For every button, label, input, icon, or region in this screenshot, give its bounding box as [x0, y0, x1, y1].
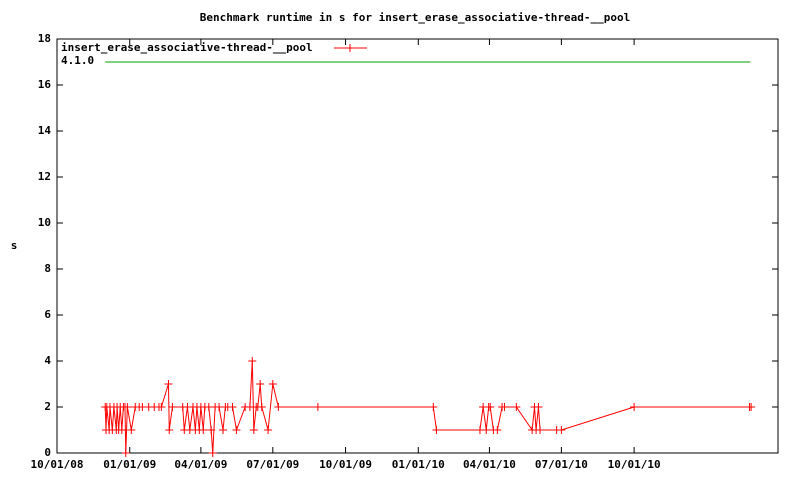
chart-title: Benchmark runtime in s for insert_erase_… [200, 11, 630, 24]
data-point [256, 380, 265, 388]
y-tick-label: 12 [38, 170, 51, 183]
data-point [500, 403, 509, 411]
data-point [512, 403, 521, 411]
data-point [219, 426, 228, 434]
data-point [232, 426, 241, 434]
y-axis-label: s [11, 239, 18, 252]
y-tick-label: 2 [44, 400, 51, 413]
y-tick-label: 6 [44, 308, 51, 321]
data-point [482, 426, 491, 434]
data-point [121, 449, 130, 457]
data-point [313, 403, 322, 411]
data-point [117, 426, 126, 434]
x-tick-label: 01/01/09 [103, 458, 156, 471]
y-tick-label: 18 [38, 32, 51, 45]
data-point [228, 403, 237, 411]
data-point [123, 403, 132, 411]
data-point [168, 403, 177, 411]
x-tick-label: 10/01/09 [319, 458, 372, 471]
data-point [157, 403, 166, 411]
y-tick-label: 8 [44, 262, 51, 275]
y-tick-label: 0 [44, 446, 51, 459]
data-point [264, 426, 273, 434]
x-tick-label: 07/01/10 [535, 458, 588, 471]
data-point [557, 426, 566, 434]
x-tick-label: 10/01/08 [31, 458, 84, 471]
data-point [432, 426, 441, 434]
data-point [534, 403, 543, 411]
data-point [127, 426, 136, 434]
legend-label: insert_erase_associative-thread-__pool [61, 41, 313, 54]
data-point [208, 449, 217, 457]
legend-label: 4.1.0 [61, 54, 94, 67]
data-point [630, 403, 639, 411]
data-point [249, 426, 258, 434]
data-point [199, 426, 208, 434]
x-tick-label: 04/01/09 [174, 458, 227, 471]
y-tick-label: 10 [38, 216, 51, 229]
x-tick-label: 10/01/10 [608, 458, 661, 471]
y-tick-label: 16 [38, 78, 52, 91]
data-point [165, 426, 174, 434]
legend-marker [346, 44, 354, 52]
x-tick-label: 07/01/09 [246, 458, 299, 471]
data-point [274, 403, 283, 411]
data-point [257, 403, 266, 411]
data-point [493, 426, 502, 434]
data-point [747, 403, 756, 411]
y-tick-label: 4 [44, 354, 51, 367]
y-tick-label: 14 [38, 124, 52, 137]
data-point [164, 380, 173, 388]
data-point [207, 426, 216, 434]
data-point [268, 380, 277, 388]
data-point [536, 426, 545, 434]
data-point [429, 403, 438, 411]
x-tick-label: 01/01/10 [392, 458, 445, 471]
x-tick-label: 04/01/10 [463, 458, 516, 471]
data-point [248, 357, 257, 365]
data-point [486, 403, 495, 411]
plot-frame [56, 38, 779, 454]
